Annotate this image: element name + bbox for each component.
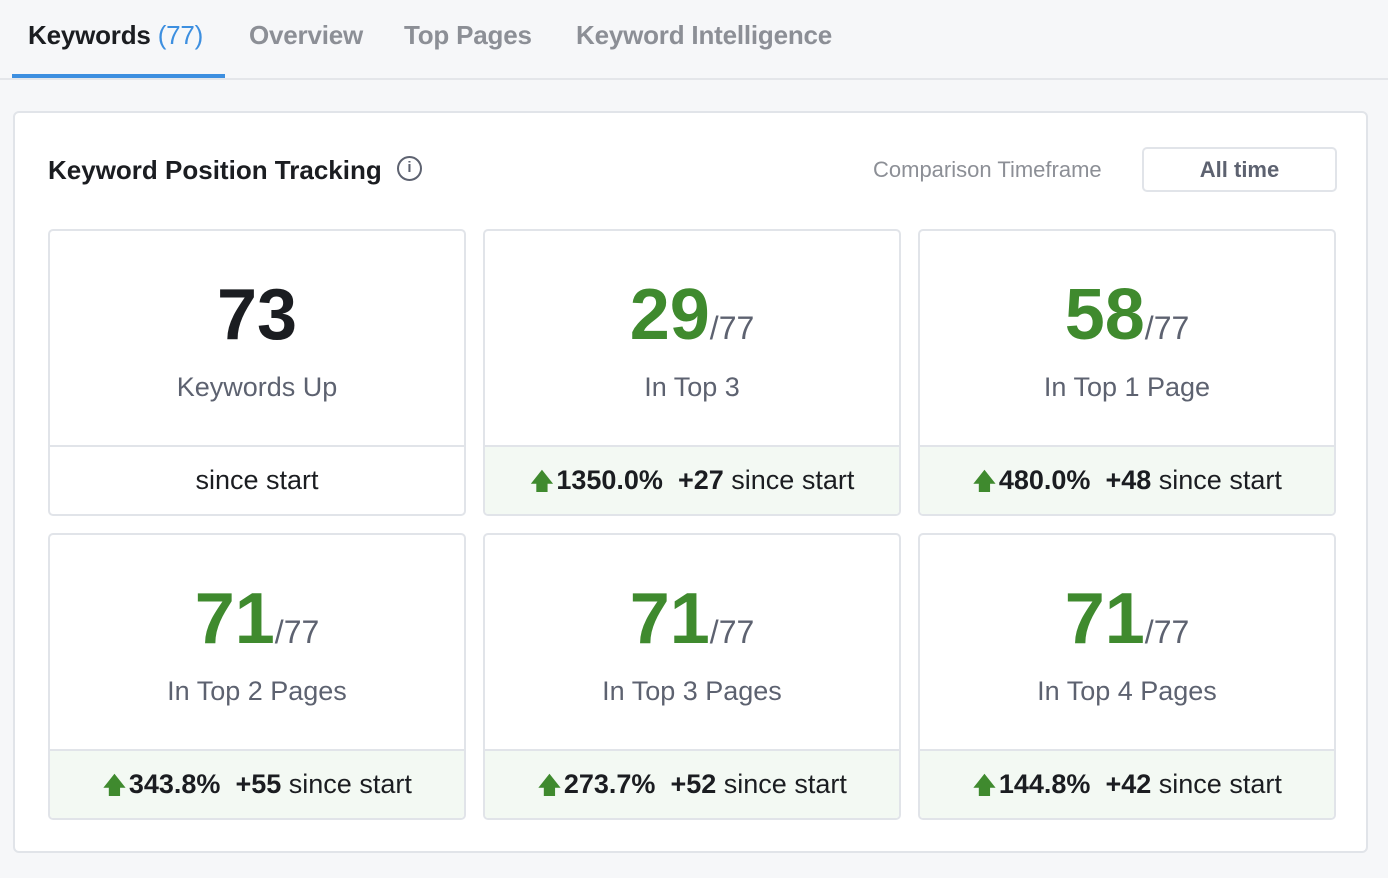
stat-number: 71: [1064, 579, 1145, 659]
stat-label: Keywords Up: [176, 372, 338, 402]
stat-label: In Top 4 Pages: [1037, 676, 1217, 706]
arrow-up-icon: 🡅: [972, 772, 997, 799]
panel-title: Keyword Position Tracking: [48, 155, 382, 185]
stat-label: In Top 3: [644, 372, 740, 402]
stat-change: 🡅480.0% +48 since start: [920, 447, 1334, 514]
change-suffix: since start: [731, 465, 855, 495]
change-delta: +42: [1105, 769, 1152, 799]
stat-denominator: /77: [709, 310, 755, 346]
stat-number: 58: [1064, 275, 1145, 355]
stat-card: 71/77 In Top 4 Pages 🡅144.8% +42 since s…: [918, 533, 1336, 820]
stat-label: In Top 3 Pages: [602, 676, 782, 706]
change-suffix: since start: [1158, 769, 1282, 799]
change-suffix: since start: [195, 465, 319, 495]
stat-card: 58/77 In Top 1 Page 🡅480.0% +48 since st…: [918, 229, 1336, 516]
tab-bar: Keywords (77) Overview Top Pages Keyword…: [0, 0, 1388, 80]
change-percent: 480.0%: [998, 465, 1091, 495]
stat-card: 73 Keywords Up since start: [48, 229, 466, 516]
stat-card: 29/77 In Top 3 🡅1350.0% +27 since start: [483, 229, 901, 516]
stat-card: 71/77 In Top 3 Pages 🡅273.7% +52 since s…: [483, 533, 901, 820]
stat-number: 71: [629, 579, 710, 659]
stat-denominator: /77: [1144, 310, 1190, 346]
keyword-position-tracking-panel: Keyword Position Tracking i Comparison T…: [13, 111, 1368, 853]
tab-keyword-intelligence[interactable]: Keyword Intelligence: [576, 20, 833, 50]
stat-change: since start: [50, 447, 464, 514]
comparison-timeframe-select[interactable]: All time: [1142, 147, 1337, 192]
stat-value: 71/77: [920, 579, 1334, 672]
stat-card-main: 73 Keywords Up: [50, 231, 464, 447]
stat-change: 🡅1350.0% +27 since start: [485, 447, 899, 514]
stat-change: 🡅343.8% +55 since start: [50, 751, 464, 818]
stat-card: 71/77 In Top 2 Pages 🡅343.8% +55 since s…: [48, 533, 466, 820]
tab-label: Keywords: [28, 20, 151, 50]
change-percent: 144.8%: [998, 769, 1091, 799]
stat-value: 71/77: [485, 579, 899, 672]
stat-value: 73: [50, 275, 464, 368]
stat-value: 29/77: [485, 275, 899, 368]
stat-value: 71/77: [50, 579, 464, 672]
arrow-up-icon: 🡅: [529, 468, 555, 495]
change-suffix: since start: [1158, 465, 1282, 495]
change-delta: +48: [1105, 465, 1152, 495]
arrow-up-icon: 🡅: [972, 468, 997, 495]
stat-card-main: 71/77 In Top 2 Pages: [50, 535, 464, 751]
change-percent: 343.8%: [128, 769, 221, 799]
stat-card-main: 58/77 In Top 1 Page: [920, 231, 1334, 447]
stat-change: 🡅144.8% +42 since start: [920, 751, 1334, 818]
stat-number: 71: [194, 579, 275, 659]
active-tab-indicator: [12, 74, 225, 78]
change-suffix: since start: [288, 769, 412, 799]
stat-change: 🡅273.7% +52 since start: [485, 751, 899, 818]
stat-value: 58/77: [920, 275, 1334, 368]
stat-number: 73: [216, 275, 298, 355]
stat-number: 29: [629, 275, 710, 355]
stat-label: In Top 2 Pages: [167, 676, 347, 706]
arrow-up-icon: 🡅: [102, 772, 127, 799]
stat-denominator: /77: [1144, 614, 1190, 650]
tab-top-pages[interactable]: Top Pages: [404, 20, 532, 50]
change-percent: 273.7%: [563, 769, 656, 799]
change-delta: +55: [235, 769, 282, 799]
stat-denominator: /77: [709, 614, 755, 650]
stat-denominator: /77: [274, 614, 320, 650]
change-delta: +52: [670, 769, 717, 799]
stat-card-main: 71/77 In Top 3 Pages: [485, 535, 899, 751]
stat-card-main: 29/77 In Top 3: [485, 231, 899, 447]
stat-label: In Top 1 Page: [1043, 372, 1211, 402]
info-circle-icon[interactable]: i: [397, 156, 422, 181]
change-suffix: since start: [723, 769, 847, 799]
comparison-timeframe-label: Comparison Timeframe: [873, 157, 1102, 182]
tab-keywords[interactable]: Keywords (77): [28, 20, 203, 51]
arrow-up-icon: 🡅: [537, 772, 562, 799]
keyword-count: (77): [157, 20, 204, 50]
change-delta: +27: [677, 465, 724, 495]
tab-overview[interactable]: Overview: [249, 20, 364, 50]
change-percent: 1350.0%: [556, 465, 663, 495]
stat-card-main: 71/77 In Top 4 Pages: [920, 535, 1334, 751]
